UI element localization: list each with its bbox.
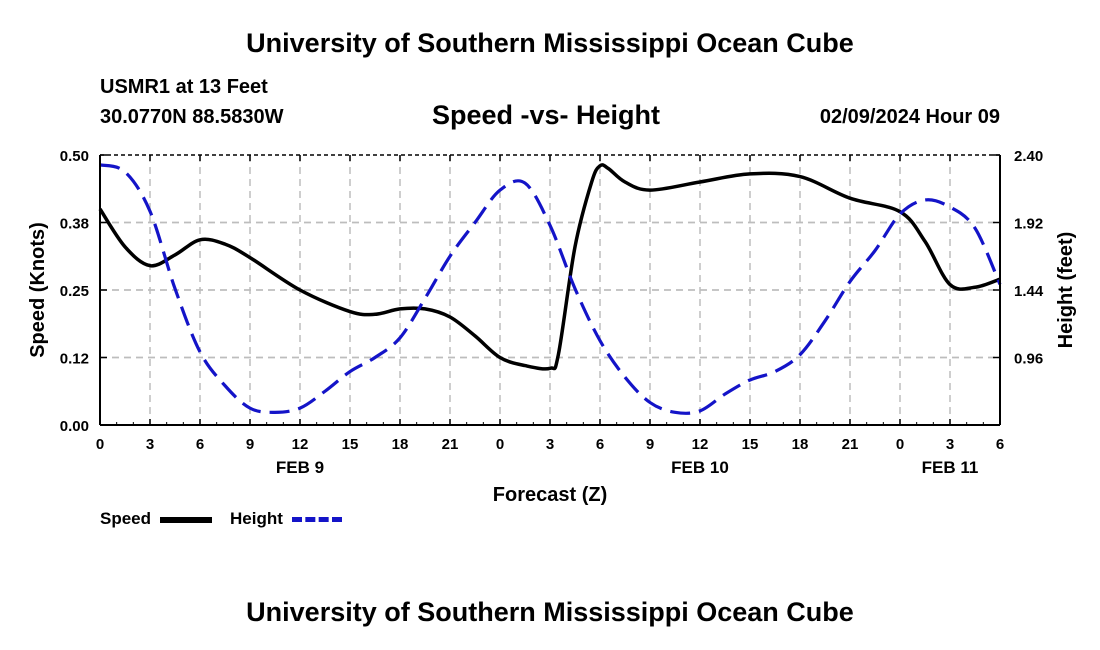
x-tick-label: 6 xyxy=(996,436,1004,453)
y-axis-title: Speed (Knots) xyxy=(27,222,49,358)
y-tick-label: 0.38 xyxy=(60,216,89,233)
legend-height-label: Height xyxy=(230,509,283,528)
x-tick-label: 21 xyxy=(842,436,859,453)
legend-speed-label: Speed xyxy=(100,509,152,528)
date-label: FEB 10 xyxy=(671,458,729,477)
x-tick-label: 6 xyxy=(196,436,204,453)
date-label: FEB 11 xyxy=(922,458,979,477)
x-tick-label: 3 xyxy=(546,436,554,453)
y2-tick-label: 1.44 xyxy=(1014,283,1044,300)
x-tick-label: 3 xyxy=(146,436,154,453)
y-tick-label: 0.25 xyxy=(60,283,89,300)
y-tick-label: 0.00 xyxy=(60,418,89,435)
x-tick-label: 0 xyxy=(896,436,904,453)
datetime-label: 02/09/2024 Hour 09 xyxy=(819,106,1000,128)
y-tick-label: 0.50 xyxy=(60,148,89,165)
x-tick-label: 21 xyxy=(442,436,459,453)
y2-tick-label: 0.96 xyxy=(1014,351,1043,368)
x-tick-label: 15 xyxy=(742,436,759,453)
legend-speed-swatch xyxy=(160,517,212,523)
x-tick-label: 9 xyxy=(246,436,254,453)
x-tick-label: 0 xyxy=(96,436,104,453)
x-tick-label: 18 xyxy=(792,436,809,453)
x-tick-label: 9 xyxy=(646,436,654,453)
y2-tick-label: 2.40 xyxy=(1014,148,1043,165)
y-tick-label: 0.12 xyxy=(60,351,89,368)
y2-axis-title: Height (feet) xyxy=(1055,232,1077,349)
x-tick-label: 12 xyxy=(692,436,709,453)
station-label: USMR1 at 13 Feet xyxy=(100,76,268,98)
x-tick-label: 18 xyxy=(392,436,409,453)
coordinates-label: 30.0770N 88.5830W xyxy=(100,106,284,128)
x-tick-label: 6 xyxy=(596,436,604,453)
date-label: FEB 9 xyxy=(276,458,324,477)
x-tick-label: 15 xyxy=(342,436,359,453)
y2-tick-label: 1.92 xyxy=(1014,216,1043,233)
footer-title: University of Southern Mississippi Ocean… xyxy=(246,597,854,627)
chart-title: University of Southern Mississippi Ocean… xyxy=(246,28,854,58)
x-axis-title: Forecast (Z) xyxy=(493,484,607,506)
speed-series-line xyxy=(98,163,1001,371)
height-series-line xyxy=(99,163,1002,415)
chart-subtitle: Speed -vs- Height xyxy=(432,100,661,130)
x-tick-label: 12 xyxy=(292,436,309,453)
x-tick-label: 3 xyxy=(946,436,954,453)
legend-height-swatch xyxy=(292,517,342,522)
x-tick-label: 0 xyxy=(496,436,504,453)
